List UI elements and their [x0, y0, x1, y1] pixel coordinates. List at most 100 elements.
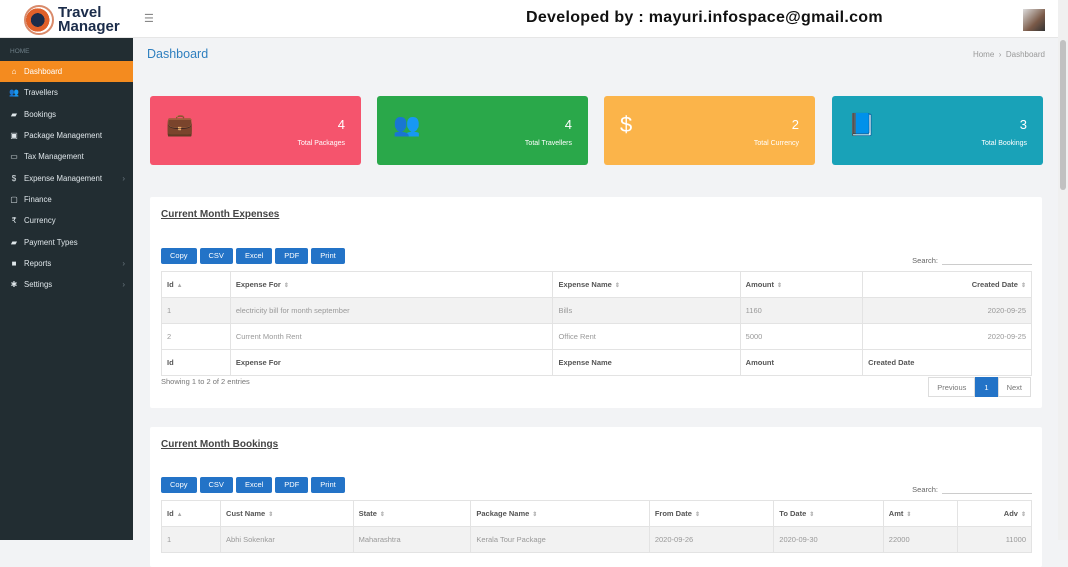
avatar[interactable] — [1023, 9, 1045, 31]
copy-button[interactable]: Copy — [161, 248, 197, 264]
column-header[interactable]: Created Date ⇕ — [862, 271, 1032, 298]
column-header[interactable]: Adv ⇕ — [957, 500, 1032, 527]
next-button[interactable]: Next — [997, 377, 1031, 397]
table-header-row: Id ▲ Cust Name ⇕ State ⇕ Package Name ⇕ From Dat… — [160, 500, 1032, 527]
sidebar-item-tax-management[interactable]: ▭ Tax Management — [0, 146, 133, 167]
scrollbar[interactable] — [1058, 0, 1068, 540]
table-cell: 2 — [161, 323, 231, 350]
sidebar-item-label: Dashboard — [24, 67, 63, 77]
expenses-title: Current Month Expenses — [161, 209, 280, 220]
column-label: Expense Name — [558, 280, 612, 289]
sidebar-item-currency[interactable]: ₹ Currency — [0, 210, 133, 231]
search-input[interactable] — [942, 253, 1032, 265]
sidebar-item-settings[interactable]: ✱ Settings › — [0, 274, 133, 295]
table-row: 2 Current Month Rent Office Rent 5000 2020-0… — [161, 323, 1032, 350]
column-header[interactable]: Id ▲ — [161, 271, 231, 298]
column-header[interactable]: Package Name ⇕ — [470, 500, 650, 527]
column-footer: Expense Name — [552, 349, 741, 376]
sidebar-item-label: Payment Types — [24, 237, 78, 247]
sidebar-item-package-management[interactable]: ▣ Package Management — [0, 125, 133, 146]
table-cell: Current Month Rent — [229, 323, 554, 350]
column-header[interactable]: Expense Name ⇕ — [552, 271, 741, 298]
logo[interactable]: Travel Manager — [24, 2, 134, 38]
print-button[interactable]: Print — [311, 477, 345, 493]
stat-value: 4 — [337, 117, 345, 132]
stat-label: Total Bookings — [981, 140, 1027, 147]
stat-card-total-packages[interactable]: 💼 4 Total Packages — [150, 96, 361, 165]
sort-icon: ⇕ — [906, 512, 912, 518]
users-icon: 👥 — [9, 88, 19, 98]
column-footer: Expense For — [229, 349, 554, 376]
sort-icon: ⇕ — [694, 512, 700, 518]
stat-label: Total Packages — [297, 140, 345, 147]
sidebar-item-label: Travellers — [24, 88, 58, 98]
sidebar-item-bookings[interactable]: ▰ Bookings — [0, 104, 133, 125]
column-header[interactable]: To Date ⇕ — [773, 500, 884, 527]
column-footer: Id — [161, 349, 231, 376]
sidebar-section-label: HOME — [10, 48, 30, 55]
previous-button[interactable]: Previous — [928, 377, 976, 397]
sidebar-item-payment-types[interactable]: ▰ Payment Types — [0, 231, 133, 252]
stat-card-total-travellers[interactable]: 👥 4 Total Travellers — [377, 96, 588, 165]
chevron-right-icon: › — [122, 173, 125, 183]
book-icon: 📘 — [848, 112, 876, 137]
sort-icon: ⇕ — [776, 283, 783, 289]
hamburger-icon[interactable]: ☰ — [144, 13, 154, 25]
column-header[interactable]: Id ▲ — [160, 500, 222, 527]
table-cell: 2020-09-25 — [862, 297, 1032, 324]
page-1-button[interactable]: 1 — [975, 377, 998, 397]
dollar-icon: $ — [620, 112, 633, 137]
sort-icon: ⇕ — [532, 512, 538, 518]
table-cell: 1 — [161, 297, 231, 324]
sidebar-item-label: Bookings — [24, 109, 57, 119]
csv-button[interactable]: CSV — [199, 248, 233, 264]
logo-text-1: Travel — [58, 4, 102, 21]
bookings-panel: Current Month Bookings Copy CSV Excel PDF Pr… — [150, 427, 1042, 567]
pdf-button[interactable]: PDF — [275, 248, 309, 264]
sidebar-item-label: Currency — [24, 216, 56, 226]
csv-button[interactable]: CSV — [199, 477, 233, 493]
sidebar-item-expense-management[interactable]: $ Expense Management › — [0, 167, 133, 188]
column-header[interactable]: Amount ⇕ — [739, 271, 864, 298]
excel-button[interactable]: Excel — [235, 477, 273, 493]
sort-icon: ⇕ — [1020, 512, 1026, 518]
column-header[interactable]: Cust Name ⇕ — [220, 500, 354, 527]
column-label: Amount — [745, 280, 774, 289]
column-header[interactable]: Amt ⇕ — [882, 500, 959, 527]
pdf-button[interactable]: PDF — [275, 477, 309, 493]
column-header[interactable]: Expense For ⇕ — [229, 271, 554, 298]
page-title: Dashboard — [147, 47, 209, 61]
stat-card-total-currency[interactable]: $2 Total Currency — [604, 96, 815, 165]
column-footer: Amount — [739, 349, 864, 376]
users-icon: 👥 — [393, 112, 421, 137]
breadcrumb-home[interactable]: Home — [972, 50, 995, 59]
excel-button[interactable]: Excel — [235, 248, 273, 264]
report-icon: ■ — [11, 258, 17, 268]
sidebar-item-dashboard[interactable]: ⌂ Dashboard — [0, 61, 133, 83]
export-buttons: Copy CSV Excel PDF Print — [161, 477, 345, 493]
pagination: Previous 1 Next — [928, 377, 1031, 397]
search-label: Search: — [912, 256, 938, 265]
column-header[interactable]: State ⇕ — [352, 500, 472, 527]
table-row: 1 electricity bill for month september Bil… — [161, 297, 1032, 324]
stat-label: Total Travellers — [524, 140, 572, 147]
sidebar-item-travellers[interactable]: 👥 Travellers — [0, 82, 133, 103]
column-label: To Date — [779, 509, 807, 518]
scrollbar-thumb[interactable] — [1060, 40, 1066, 190]
column-header[interactable]: From Date ⇕ — [648, 500, 775, 527]
column-footer: Created Date — [862, 349, 1032, 376]
expenses-panel: Current Month Expenses Copy CSV Excel PDF Pr… — [150, 197, 1042, 408]
sidebar-item-label: Settings — [24, 280, 53, 290]
print-button[interactable]: Print — [311, 248, 345, 264]
developer-credit: Developed by : mayuri.infospace@gmail.co… — [526, 9, 883, 26]
search-input[interactable] — [942, 482, 1032, 494]
credit-card-icon: ▭ — [10, 152, 18, 162]
stat-card-total-bookings[interactable]: 📘 3 Total Bookings — [832, 96, 1043, 165]
sort-icon: ⇕ — [614, 283, 620, 289]
column-label: From Date — [654, 509, 692, 518]
logo-globe-icon — [24, 5, 54, 35]
sidebar-item-reports[interactable]: ■ Reports › — [0, 253, 133, 274]
sidebar-item-finance[interactable]: ▢ Finance — [0, 189, 133, 210]
copy-button[interactable]: Copy — [161, 477, 197, 493]
column-label: Package Name — [476, 509, 530, 518]
